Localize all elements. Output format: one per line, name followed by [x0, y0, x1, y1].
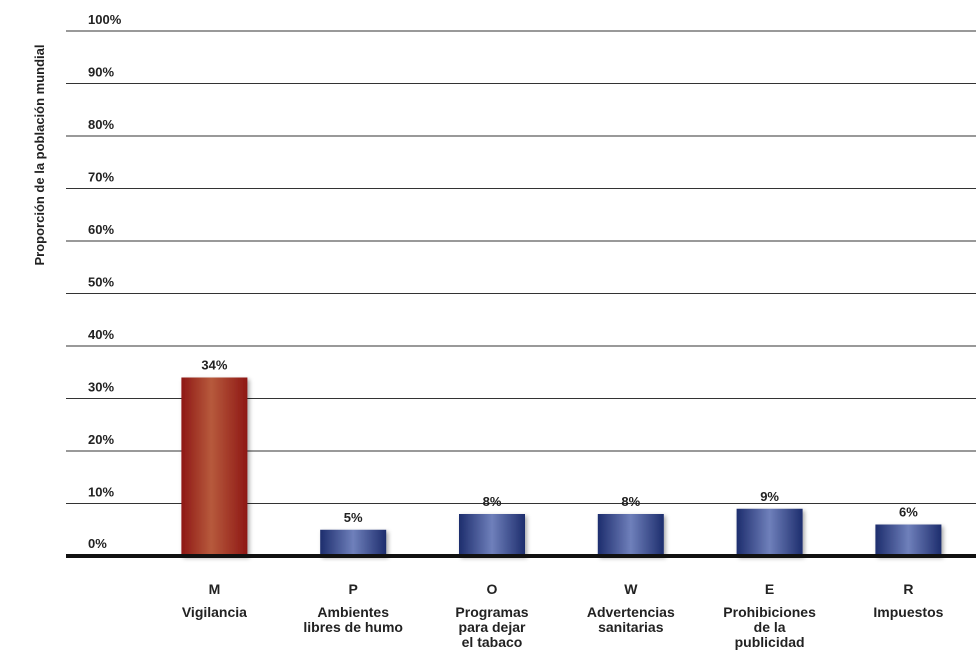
y-tick-label: 70%: [88, 170, 114, 185]
bar-e: [736, 508, 803, 556]
category-letter: M: [209, 581, 221, 597]
bars: [181, 377, 942, 556]
category-letter: O: [487, 581, 498, 597]
value-label: 34%: [201, 358, 227, 373]
category-name-line: de la: [754, 619, 786, 635]
bar-p: [320, 529, 387, 556]
y-tick-labels: 0% 10% 20% 30% 40% 50% 60% 70% 80% 90% 100%: [88, 12, 122, 551]
category-name-line: Impuestos: [873, 604, 943, 620]
y-tick-label: 50%: [88, 275, 114, 290]
y-tick-label: 100%: [88, 12, 122, 27]
category-name-line: sanitarias: [598, 619, 664, 635]
category-name-line: Ambientes: [317, 604, 389, 620]
value-label: 9%: [760, 489, 779, 504]
category-letter: P: [349, 581, 358, 597]
value-labels: 34% 5% 8% 8% 9% 6%: [201, 358, 918, 525]
y-tick-label: 10%: [88, 485, 114, 500]
y-axis-label: Proporción de la población mundial: [32, 44, 47, 265]
bar-m: [181, 377, 248, 556]
category-letter: W: [624, 581, 638, 597]
y-tick-label: 60%: [88, 222, 114, 237]
category-name-line: Programas: [455, 604, 528, 620]
y-tick-label: 30%: [88, 380, 114, 395]
y-tick-label: 80%: [88, 117, 114, 132]
category-name-line: Vigilancia: [182, 604, 247, 620]
category-letter: R: [903, 581, 913, 597]
category-name-line: libres de humo: [303, 619, 403, 635]
category-name-line: para dejar: [459, 619, 526, 635]
bar-w: [597, 514, 664, 556]
y-tick-label: 40%: [88, 327, 114, 342]
y-tick-label: 90%: [88, 65, 114, 80]
category-name-line: Advertencias: [587, 604, 675, 620]
category-label-m: M Vigilancia: [182, 581, 247, 620]
category-label-r: R Impuestos: [873, 581, 943, 620]
bar-r: [875, 524, 942, 556]
bar-o: [459, 514, 525, 556]
category-name-line: publicidad: [735, 634, 805, 650]
value-label: 5%: [344, 510, 363, 525]
value-label: 8%: [621, 494, 640, 509]
category-letter: E: [765, 581, 774, 597]
y-tick-label: 20%: [88, 432, 114, 447]
category-name-line: el tabaco: [462, 634, 523, 650]
y-tick-label: 0%: [88, 536, 107, 551]
category-name-line: Prohibiciones: [723, 604, 816, 620]
value-label: 8%: [483, 494, 502, 509]
value-label: 6%: [899, 505, 918, 520]
